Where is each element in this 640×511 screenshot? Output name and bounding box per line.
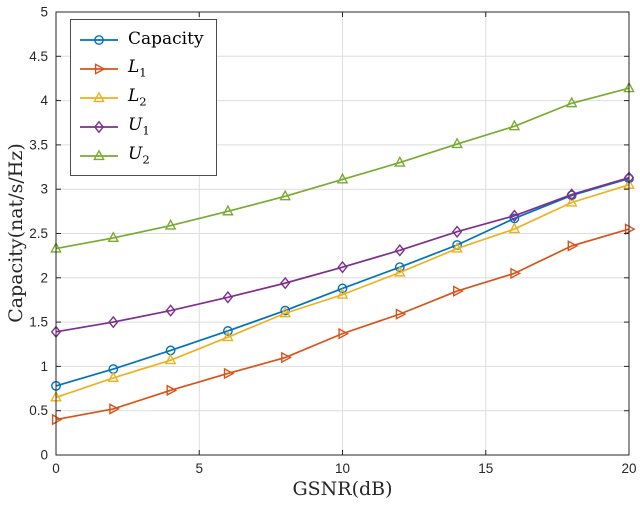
legend-item-l2: L2	[79, 83, 204, 112]
axes-box	[55, 11, 630, 456]
y-tick-label: 4	[40, 93, 48, 108]
x-tick-label: 0	[52, 461, 60, 476]
series-l1	[51, 223, 636, 426]
y-tick-label: 0.5	[29, 403, 48, 418]
legend-sample-l2	[80, 90, 118, 102]
legend-label: U2	[128, 143, 150, 166]
series-u1	[50, 171, 635, 339]
legend-item-u1: U1	[79, 112, 204, 141]
legend: Capacity L1 L2 U1 U2	[70, 19, 217, 176]
legend-sample-u1	[80, 120, 118, 133]
y-tick-label: 2.5	[29, 226, 48, 241]
y-tick-label: 3	[40, 182, 48, 197]
legend-item-u2: U2	[79, 141, 204, 170]
legend-label: L2	[128, 85, 147, 108]
x-axis-label: GSNR(dB)	[292, 478, 393, 500]
legend-item-capacity: Capacity	[79, 25, 204, 54]
legend-label: Capacity	[128, 29, 204, 49]
x-tick-label: 20	[621, 461, 636, 476]
legend-label: U1	[128, 114, 150, 137]
legend-sample-capacity	[80, 34, 118, 45]
y-axis-label: Capacity(nat/s/Hz)	[5, 143, 27, 323]
y-tick-label: 1	[40, 359, 48, 374]
x-tick-label: 15	[478, 461, 493, 476]
tick-labels: 0 5 10 15 20 0 0.5 1 1.5 2 2.5 3 3.5 4 4.5 5	[29, 5, 636, 477]
y-tick-label: 3.5	[29, 137, 48, 152]
y-tick-label: 5	[40, 5, 48, 20]
legend-sample-l1	[80, 62, 118, 75]
x-tick-label: 5	[195, 461, 203, 476]
legend-label: L1	[128, 56, 147, 79]
y-tick-label: 2	[40, 270, 48, 285]
y-tick-label: 0	[40, 448, 48, 463]
series-l2	[50, 178, 635, 402]
x-tick-label: 10	[335, 461, 350, 476]
legend-item-l1: L1	[79, 54, 204, 83]
legend-sample-u2	[80, 148, 118, 160]
y-tick-label: 4.5	[29, 49, 48, 64]
y-tick-label: 1.5	[29, 315, 48, 330]
